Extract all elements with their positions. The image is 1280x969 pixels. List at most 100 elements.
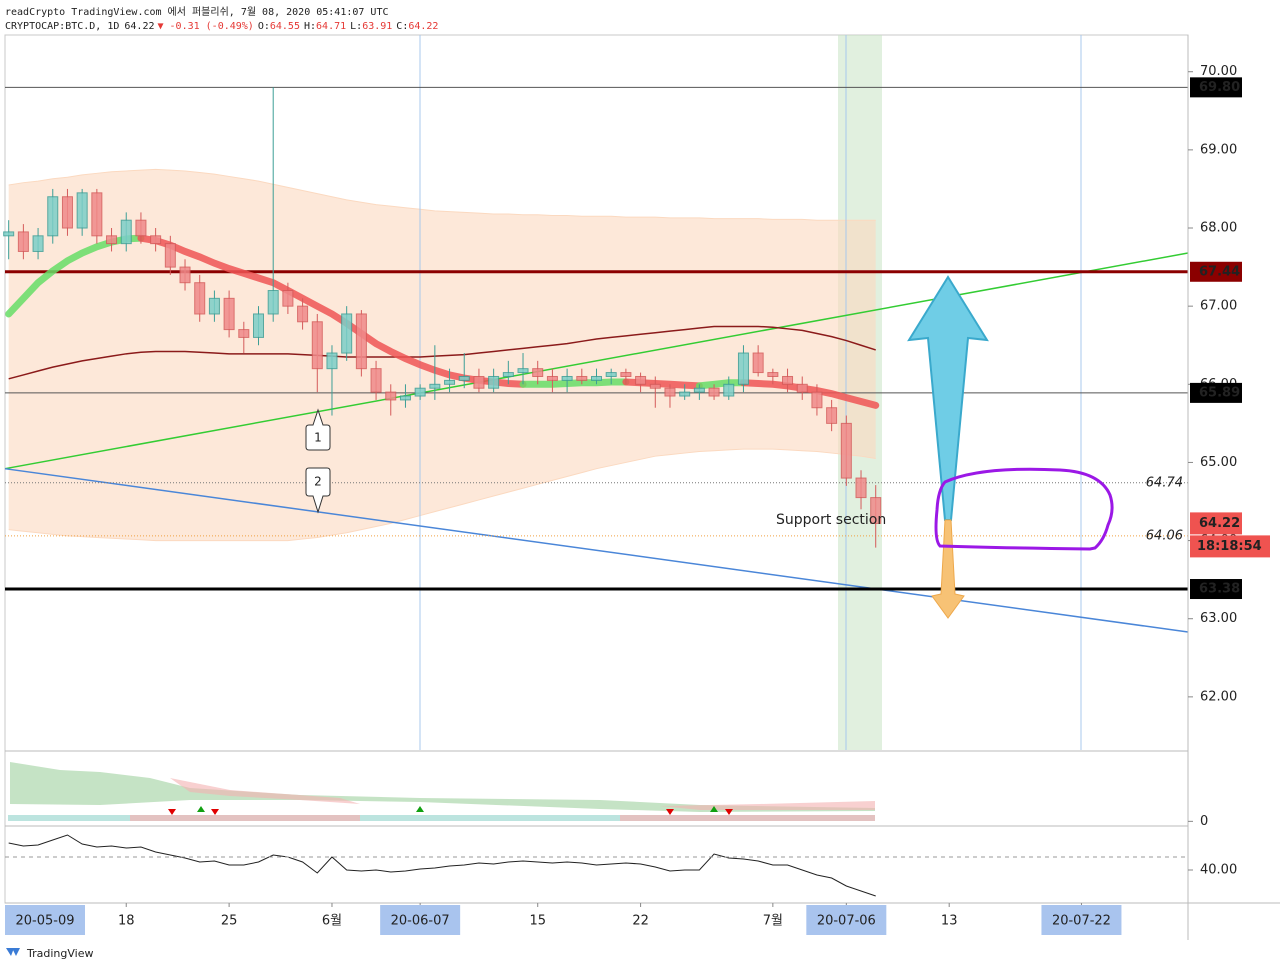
candle-body (47, 196, 59, 237)
last-price-box (1190, 512, 1242, 535)
candle-body (576, 375, 588, 381)
candle-body (194, 282, 206, 315)
rsi-line (8, 834, 876, 897)
level-label: 63.38 (1199, 582, 1240, 597)
x-tick-box (5, 905, 85, 935)
trendline (4, 467, 1189, 633)
candle-body (723, 383, 735, 397)
level-label: 69.80 (1199, 80, 1240, 95)
band-lower (8, 448, 876, 542)
trendline (4, 252, 1189, 470)
candle-body (635, 375, 647, 385)
level-box (1190, 382, 1242, 403)
level-box (1190, 579, 1242, 600)
ohlc-value: 63.91 (362, 21, 392, 32)
candle-body (223, 297, 235, 331)
down-arrow (931, 519, 965, 619)
candle-body (429, 383, 441, 389)
candle-body (767, 372, 779, 377)
candle-body (532, 368, 544, 377)
candle-body (679, 391, 691, 397)
candle-body (444, 379, 456, 385)
candle-body (32, 235, 44, 252)
x-tick-box (1041, 905, 1122, 935)
candle-body (76, 192, 88, 229)
ema (739, 379, 880, 409)
level-label: 65.89 (1199, 385, 1240, 400)
candle-body (737, 352, 749, 385)
candle-body (106, 235, 118, 245)
candle-body (164, 243, 176, 268)
x-tick-label: 15 (529, 914, 546, 929)
x-tick-label: 18 (118, 914, 135, 929)
candle-body (826, 407, 838, 424)
y-tick-label: 69.00 (1200, 142, 1237, 157)
ma-long (8, 325, 876, 380)
logo (6, 948, 20, 956)
publisher: readCrypto TradingView.com 에서 퍼블리쉬, 7월 0… (5, 6, 389, 18)
last: 64.22 (124, 21, 154, 32)
candle-body (591, 375, 602, 381)
x-tick-label: 13 (941, 914, 958, 929)
candle-body (488, 375, 500, 389)
candle-body (297, 305, 309, 323)
candle-body (61, 196, 73, 229)
main-layer: 64.74 64.06 (3, 86, 1189, 897)
symbol: CRYPTOCAP:BTC.D, 1D (5, 21, 119, 32)
ema (5, 234, 145, 318)
background-layer (8, 168, 876, 542)
x-tick-label: 20-06-07 (391, 914, 450, 929)
oscillator-area (170, 778, 875, 810)
candle-body (811, 391, 823, 409)
x-tick-label: 6월 (322, 914, 342, 929)
candle-body (546, 375, 558, 381)
last-price: 64.22 (1199, 516, 1240, 531)
candle-body (840, 422, 852, 479)
ema (695, 379, 747, 390)
countdown: 18:18:54 (1197, 539, 1262, 554)
y-tick-label: 63.00 (1200, 611, 1237, 626)
candle-body (708, 387, 720, 397)
change: ▼ -0.31 (-0.49%) (158, 21, 254, 32)
candle-body (3, 231, 15, 237)
ohlc-value: 64.71 (316, 21, 346, 32)
candle-body (326, 352, 338, 370)
ema (519, 378, 630, 388)
candle-body (120, 219, 132, 245)
oscillator-histogram (620, 815, 875, 821)
candle-body (311, 321, 323, 370)
candle-body (341, 313, 353, 354)
candle-body (179, 266, 191, 284)
candle-body (502, 372, 514, 377)
candle-body (253, 313, 264, 338)
x-tick-label: 25 (221, 914, 238, 929)
oscillator-histogram (8, 815, 875, 821)
callout-text: 2 (314, 475, 322, 489)
candle-body (796, 383, 808, 393)
y-tick-label: 65.00 (1200, 455, 1237, 470)
axis-layer: 62.0063.0064.0065.0066.0067.0068.0069.00… (5, 64, 1270, 935)
band-upper (8, 168, 876, 221)
candle-body (870, 497, 882, 524)
candle-body (693, 387, 705, 393)
candle-body (150, 235, 162, 245)
candle-body (517, 368, 529, 374)
candle-body (355, 313, 367, 370)
candle-body (620, 372, 632, 377)
candle-body (370, 368, 382, 393)
x-tick-box (806, 905, 887, 935)
ohlc-key: L: (350, 21, 362, 32)
candle-body (752, 352, 764, 374)
oscillator-histogram (130, 815, 360, 821)
candle-body (135, 219, 147, 237)
footer: TradingView (26, 947, 93, 960)
callout-text: 1 (314, 431, 322, 445)
annotation: Support section (776, 512, 886, 528)
x-tick-label: 7월 (763, 914, 783, 929)
candle-body (385, 391, 397, 401)
band-fill (8, 169, 876, 541)
y-tick-label: 68.00 (1200, 221, 1237, 236)
ohlc-key: H: (304, 21, 316, 32)
support-box (934, 467, 1114, 551)
